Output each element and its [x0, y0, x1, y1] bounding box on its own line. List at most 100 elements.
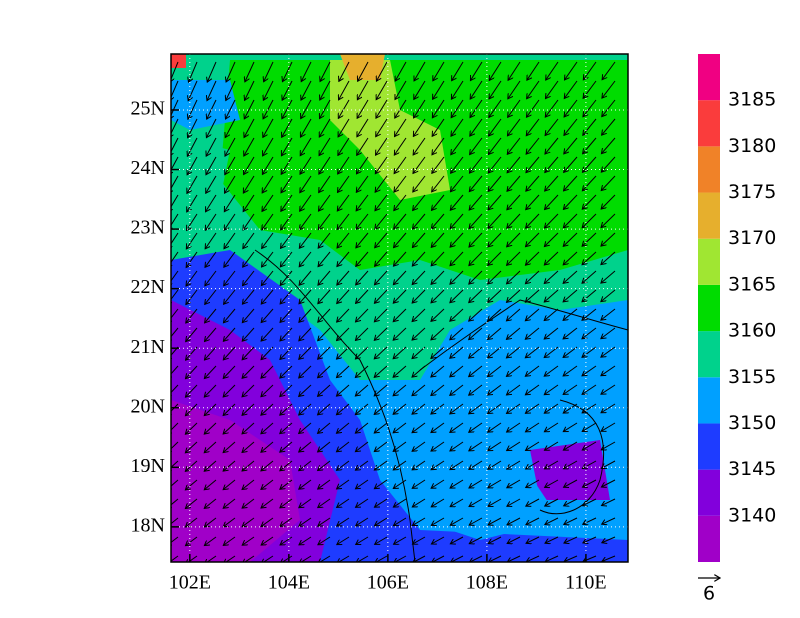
wind-arrow: [601, 270, 616, 283]
wind-arrow: [356, 517, 369, 526]
wind-arrow: [488, 289, 502, 302]
colorbar-band: [698, 515, 720, 562]
wind-arrow: [451, 118, 464, 136]
wind-arrow: [450, 422, 464, 432]
wind-arrow: [393, 327, 407, 340]
wind-arrow: [186, 346, 198, 360]
wind-arrow: [488, 517, 502, 525]
wind-arrow: [431, 479, 445, 488]
wind-arrow: [318, 194, 331, 211]
wind-arrow: [601, 289, 616, 302]
wind-arrow: [526, 555, 540, 562]
y-tick-label: 19N: [131, 455, 165, 477]
wind-arrow: [450, 194, 464, 210]
wind-arrow: [583, 536, 597, 543]
wind-arrow: [564, 80, 578, 98]
wind-arrow: [261, 555, 274, 562]
wind-arrow: [582, 251, 597, 265]
wind-arrow: [527, 61, 540, 80]
wind-arrow: [171, 555, 179, 564]
wind-arrow: [171, 441, 179, 453]
wind-arrow: [225, 156, 236, 175]
wind-arrow: [280, 365, 293, 378]
wind-arrow: [337, 270, 350, 285]
wind-arrow: [262, 251, 274, 267]
wind-arrow: [394, 137, 407, 155]
wind-arrow: [280, 270, 293, 285]
wind-arrow: [450, 536, 464, 544]
wind-arrow: [488, 479, 502, 488]
wind-arrow: [583, 99, 597, 117]
wind-arrow: [450, 251, 464, 266]
wind-arrow: [319, 137, 331, 156]
wind-arrow: [488, 308, 502, 321]
wind-arrow: [488, 175, 502, 191]
wind-arrow: [582, 365, 597, 376]
wind-arrow: [171, 80, 179, 101]
wind-arrow: [336, 441, 350, 452]
wind-arrow: [185, 460, 198, 471]
wind-arrow: [242, 460, 255, 471]
wind-arrow: [563, 194, 578, 209]
wind-arrow: [204, 517, 217, 527]
wind-arrow: [488, 498, 502, 506]
wind-arrow: [261, 384, 274, 397]
wind-arrow: [451, 137, 464, 155]
wind-arrow: [450, 213, 464, 229]
wind-arrow: [374, 422, 388, 433]
wind-arrow: [393, 289, 407, 303]
wind-arrow: [185, 479, 198, 490]
wind-arrow: [205, 270, 217, 286]
wind-arrow: [171, 479, 179, 490]
wind-arrow: [204, 441, 217, 453]
wind-arrow: [525, 251, 540, 265]
wind-arrow: [412, 517, 426, 526]
wind-arrow: [261, 270, 274, 286]
wind-arrow: [171, 270, 179, 286]
wind-arrow: [245, 61, 255, 82]
wind-arrow: [318, 460, 331, 470]
wind-arrow: [469, 517, 483, 525]
wind-arrow: [544, 346, 559, 358]
wind-arrow: [242, 308, 255, 323]
wind-arrow: [186, 289, 198, 305]
wind-arrow: [242, 365, 255, 378]
wind-arrow: [171, 156, 179, 175]
wind-arrow: [469, 479, 483, 488]
wind-arrow: [507, 460, 521, 469]
wind-arrow: [204, 479, 217, 490]
wind-arrow: [525, 403, 540, 413]
wind-arrow: [280, 384, 293, 397]
wind-arrow: [187, 156, 198, 175]
wind-arrow: [242, 498, 255, 508]
wind-arrow: [470, 137, 483, 155]
wind-arrow: [301, 61, 312, 82]
wind-arrow: [280, 498, 293, 508]
wind-arrow: [450, 479, 464, 488]
wind-arrow: [224, 232, 236, 249]
wind-arrow: [431, 213, 445, 229]
wind-arrow: [451, 99, 464, 118]
wind-arrow: [393, 308, 407, 322]
wind-arrow: [488, 346, 502, 358]
wind-arrow: [507, 137, 521, 154]
wind-arrow: [186, 308, 198, 323]
wind-arrow: [318, 384, 331, 396]
wind-arrow: [338, 137, 350, 155]
wind-arrow: [337, 327, 350, 341]
colorbar-label: 3180: [728, 135, 776, 157]
wind-arrow: [431, 536, 445, 544]
wind-arrow: [262, 175, 274, 193]
wind-arrow: [280, 460, 293, 471]
wind-arrow: [205, 327, 217, 341]
wind-arrow: [394, 194, 407, 211]
wind-arrow: [280, 479, 293, 489]
wind-arrow: [393, 517, 407, 526]
wind-arrow: [602, 555, 616, 561]
wind-arrow: [393, 346, 407, 359]
wind-arrow: [225, 137, 236, 156]
wind-arrow: [393, 479, 407, 489]
wind-arrow: [412, 384, 426, 396]
wind-arrow: [395, 80, 407, 100]
wind-arrow: [375, 213, 388, 229]
